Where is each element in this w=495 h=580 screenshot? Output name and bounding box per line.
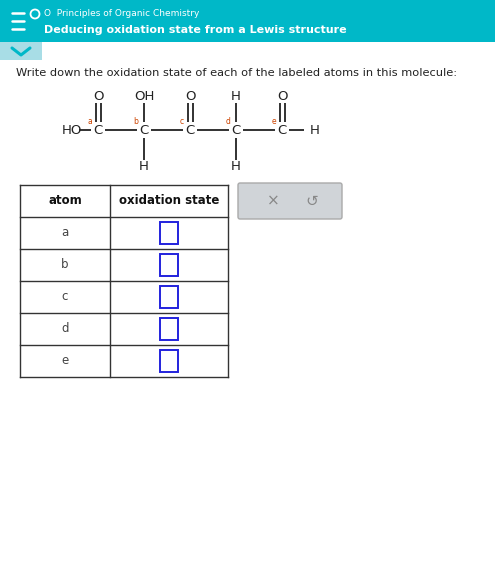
Text: H: H bbox=[310, 124, 320, 136]
Text: Deducing oxidation state from a Lewis structure: Deducing oxidation state from a Lewis st… bbox=[44, 25, 346, 35]
Text: d: d bbox=[61, 322, 69, 335]
Bar bbox=[0, 42, 42, 60]
Text: O: O bbox=[277, 90, 287, 103]
Bar bbox=[160, 222, 178, 244]
Text: O: O bbox=[185, 90, 195, 103]
Text: O: O bbox=[93, 90, 103, 103]
Bar bbox=[160, 350, 178, 372]
Text: ↺: ↺ bbox=[305, 194, 318, 208]
Text: C: C bbox=[140, 124, 148, 136]
Text: c: c bbox=[62, 291, 68, 303]
Text: O  Principles of Organic Chemistry: O Principles of Organic Chemistry bbox=[44, 9, 199, 19]
Text: c: c bbox=[180, 117, 184, 125]
Text: C: C bbox=[94, 124, 102, 136]
Text: OH: OH bbox=[134, 90, 154, 103]
Text: Write down the oxidation state of each of the labeled atoms in this molecule:: Write down the oxidation state of each o… bbox=[16, 68, 457, 78]
Text: e: e bbox=[61, 354, 69, 368]
Text: H: H bbox=[139, 161, 149, 173]
Bar bbox=[160, 286, 178, 308]
FancyBboxPatch shape bbox=[238, 183, 342, 219]
Text: oxidation state: oxidation state bbox=[119, 194, 219, 208]
Text: a: a bbox=[61, 227, 69, 240]
Text: a: a bbox=[88, 117, 93, 125]
Text: C: C bbox=[231, 124, 241, 136]
Text: d: d bbox=[226, 117, 231, 125]
Text: ×: × bbox=[267, 194, 279, 208]
Text: b: b bbox=[61, 259, 69, 271]
Text: atom: atom bbox=[48, 194, 82, 208]
Bar bbox=[160, 254, 178, 276]
Text: C: C bbox=[185, 124, 195, 136]
Text: e: e bbox=[272, 117, 276, 125]
Text: H: H bbox=[231, 161, 241, 173]
Bar bbox=[0, 0, 495, 42]
Bar bbox=[160, 318, 178, 340]
Text: H: H bbox=[231, 90, 241, 103]
Text: C: C bbox=[277, 124, 287, 136]
Text: b: b bbox=[134, 117, 139, 125]
Text: HO: HO bbox=[62, 124, 82, 136]
